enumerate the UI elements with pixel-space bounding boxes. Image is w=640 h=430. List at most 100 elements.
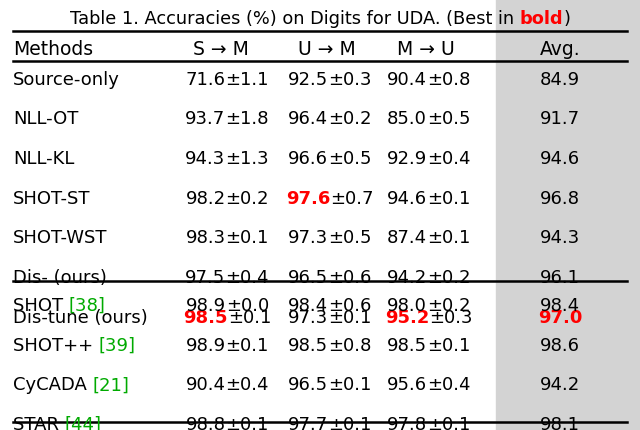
Text: 98.0: 98.0 [387,296,427,314]
Text: 90.4: 90.4 [186,375,225,393]
Text: 90.4: 90.4 [387,71,427,89]
Text: 93.7: 93.7 [186,110,225,128]
Text: ±0.8: ±0.8 [427,71,470,89]
Text: U → M: U → M [298,40,355,59]
Text: 98.4: 98.4 [288,296,328,314]
Text: 98.9: 98.9 [186,336,225,354]
Text: 97.5: 97.5 [186,268,225,286]
Text: ±0.7: ±0.7 [330,189,374,207]
Text: ±0.8: ±0.8 [328,336,371,354]
Text: NLL-OT: NLL-OT [13,110,78,128]
Text: NLL-KL: NLL-KL [13,150,74,168]
Text: 98.9: 98.9 [186,296,226,314]
Text: ±0.1: ±0.1 [427,415,470,430]
Text: ): ) [563,10,570,28]
Text: Avg.: Avg. [540,40,580,59]
Text: SHOT: SHOT [13,296,68,314]
Text: 94.6: 94.6 [540,150,580,168]
Text: Table 1. Accuracies (%) on Digits for UDA. (Best in: Table 1. Accuracies (%) on Digits for UD… [70,10,520,28]
Text: ±0.1: ±0.1 [427,189,470,207]
Text: 91.7: 91.7 [540,110,580,128]
Text: 96.4: 96.4 [288,110,328,128]
Text: Methods: Methods [13,40,93,59]
Text: M → U: M → U [397,40,454,59]
Text: ±0.3: ±0.3 [328,71,371,89]
Text: 97.3: 97.3 [288,308,328,326]
Text: SHOT++: SHOT++ [13,336,99,354]
Text: Source-only: Source-only [13,71,120,89]
Text: 96.8: 96.8 [540,189,580,207]
Text: ±0.0: ±0.0 [226,296,269,314]
Text: ±0.2: ±0.2 [427,296,470,314]
Text: 97.7: 97.7 [288,415,328,430]
Text: ±0.4: ±0.4 [427,375,470,393]
Text: 92.5: 92.5 [288,71,328,89]
Text: ±0.1: ±0.1 [427,229,470,247]
Text: CyCADA: CyCADA [13,375,92,393]
Text: bold: bold [520,10,563,28]
Text: ±0.1: ±0.1 [225,415,269,430]
Text: SHOT-WST: SHOT-WST [13,229,108,247]
Text: ±0.1: ±0.1 [427,336,470,354]
Text: 96.5: 96.5 [288,375,328,393]
Text: ±0.4: ±0.4 [225,268,269,286]
Text: 98.4: 98.4 [540,296,580,314]
Text: 94.3: 94.3 [540,229,580,247]
Text: ±0.1: ±0.1 [225,336,269,354]
Text: ±0.4: ±0.4 [427,150,470,168]
Text: ±0.5: ±0.5 [328,150,371,168]
Text: ±1.1: ±1.1 [225,71,269,89]
Text: 96.5: 96.5 [288,268,328,286]
Text: 94.6: 94.6 [387,189,427,207]
Text: 95.2: 95.2 [385,308,429,326]
Text: STAR: STAR [13,415,65,430]
Text: ±0.1: ±0.1 [328,375,371,393]
Text: 98.5: 98.5 [387,336,427,354]
Bar [496,0,640,430]
Text: 97.8: 97.8 [387,415,427,430]
Text: ±0.5: ±0.5 [427,110,470,128]
Text: [39]: [39] [99,336,136,354]
Text: 94.3: 94.3 [185,150,225,168]
Text: 95.6: 95.6 [387,375,427,393]
Text: ±0.1: ±0.1 [228,308,271,326]
Text: Dis- (ours): Dis- (ours) [13,268,107,286]
Text: 97.6: 97.6 [285,189,330,207]
Text: S → M: S → M [193,40,249,59]
Text: ±0.1: ±0.1 [328,415,371,430]
Text: 98.2: 98.2 [186,189,225,207]
Text: [38]: [38] [68,296,106,314]
Text: ±0.2: ±0.2 [225,189,269,207]
Text: 98.5: 98.5 [288,336,328,354]
Text: ±0.6: ±0.6 [328,268,371,286]
Text: ±0.1: ±0.1 [225,229,269,247]
Text: 98.6: 98.6 [540,336,580,354]
Text: [21]: [21] [92,375,129,393]
Text: 97.3: 97.3 [288,229,328,247]
Text: 94.2: 94.2 [387,268,427,286]
Text: 97.0: 97.0 [538,308,582,326]
Text: ±0.4: ±0.4 [225,375,269,393]
Text: 98.1: 98.1 [540,415,580,430]
Text: 92.9: 92.9 [387,150,427,168]
Text: 84.9: 84.9 [540,71,580,89]
Text: ±1.3: ±1.3 [225,150,269,168]
Text: ±0.2: ±0.2 [427,268,470,286]
Text: ±0.3: ±0.3 [429,308,473,326]
Text: ±0.1: ±0.1 [328,308,371,326]
Text: 98.8: 98.8 [186,415,225,430]
Text: 85.0: 85.0 [387,110,427,128]
Text: 98.3: 98.3 [186,229,225,247]
Text: 71.6: 71.6 [186,71,225,89]
Text: ±0.6: ±0.6 [328,296,371,314]
Text: ±0.5: ±0.5 [328,229,371,247]
Text: 96.1: 96.1 [540,268,580,286]
Text: 94.2: 94.2 [540,375,580,393]
Text: SHOT-ST: SHOT-ST [13,189,90,207]
Text: 87.4: 87.4 [387,229,427,247]
Text: [44]: [44] [65,415,102,430]
Text: ±1.8: ±1.8 [225,110,269,128]
Text: ±0.2: ±0.2 [328,110,371,128]
Text: Dis-tune (ours): Dis-tune (ours) [13,308,148,326]
Text: 96.6: 96.6 [288,150,328,168]
